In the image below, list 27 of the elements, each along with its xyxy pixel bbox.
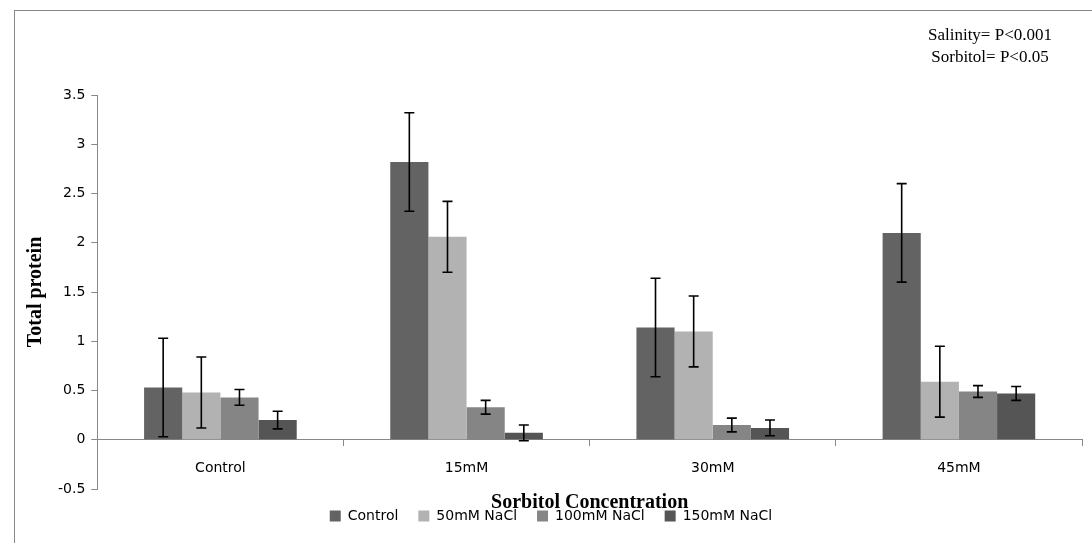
y-tick-label: 1 [76,331,86,348]
x-tick-label: Control [195,458,246,475]
bar [997,393,1036,440]
x-tick-label: 30mM [690,458,735,475]
y-tick-label: 0.5 [63,381,86,398]
y-tick-label: 3.5 [63,85,86,102]
y-tick-label: 2.5 [63,184,86,201]
bar [390,161,429,440]
y-tick-label: 1.5 [63,282,86,299]
bar [882,232,921,440]
bar [258,420,297,440]
legend-label: Control [347,506,399,523]
y-axis-title: Total protein [23,236,47,348]
bar [182,392,221,440]
text: Salinity= P<0.001 [927,24,1052,46]
y-tick-label: -0.5 [57,479,86,496]
y-tick-label: 2 [76,233,86,250]
bar [428,236,467,440]
y-tick-label: 0 [76,430,86,447]
x-tick-label: 15mM [444,458,489,475]
bar [674,331,713,440]
y-tick-label: 3 [76,134,86,151]
x-tick-label: 45mM [937,458,981,475]
bar [920,381,959,440]
bar [144,387,183,440]
text: Sorbitol= P<0.05 [930,46,1050,68]
bar [636,327,675,440]
